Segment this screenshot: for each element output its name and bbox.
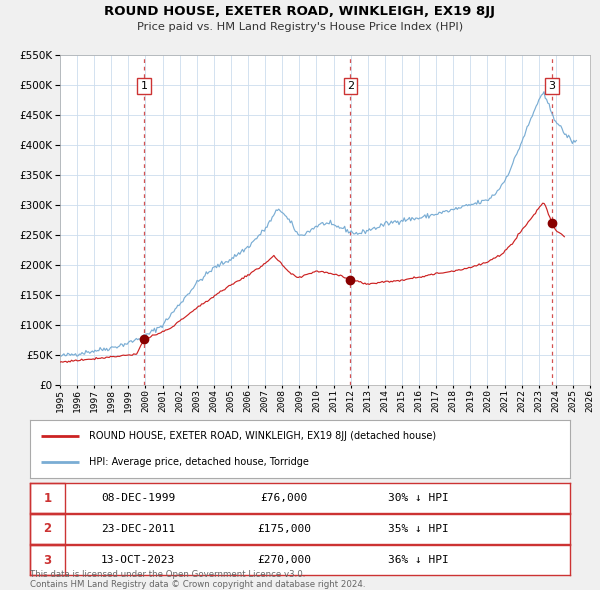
Text: 1: 1: [140, 81, 148, 91]
Text: HPI: Average price, detached house, Torridge: HPI: Average price, detached house, Torr…: [89, 457, 309, 467]
Text: 3: 3: [548, 81, 556, 91]
Text: 2: 2: [43, 523, 52, 536]
Text: 35% ↓ HPI: 35% ↓ HPI: [388, 524, 449, 534]
Text: £76,000: £76,000: [260, 493, 307, 503]
Text: 08-DEC-1999: 08-DEC-1999: [101, 493, 175, 503]
Text: £175,000: £175,000: [257, 524, 311, 534]
Text: £270,000: £270,000: [257, 555, 311, 565]
Bar: [30, 545, 65, 575]
Text: 23-DEC-2011: 23-DEC-2011: [101, 524, 175, 534]
Text: 2: 2: [347, 81, 354, 91]
Text: Price paid vs. HM Land Registry's House Price Index (HPI): Price paid vs. HM Land Registry's House …: [137, 22, 463, 32]
Bar: [30, 514, 65, 544]
Text: 30% ↓ HPI: 30% ↓ HPI: [388, 493, 449, 503]
Text: 3: 3: [43, 553, 52, 566]
Text: 36% ↓ HPI: 36% ↓ HPI: [388, 555, 449, 565]
Text: 13-OCT-2023: 13-OCT-2023: [101, 555, 175, 565]
Text: Contains HM Land Registry data © Crown copyright and database right 2024.: Contains HM Land Registry data © Crown c…: [30, 580, 365, 589]
Bar: [30, 483, 65, 513]
Text: ROUND HOUSE, EXETER ROAD, WINKLEIGH, EX19 8JJ: ROUND HOUSE, EXETER ROAD, WINKLEIGH, EX1…: [104, 5, 496, 18]
Text: 1: 1: [43, 491, 52, 504]
Text: ROUND HOUSE, EXETER ROAD, WINKLEIGH, EX19 8JJ (detached house): ROUND HOUSE, EXETER ROAD, WINKLEIGH, EX1…: [89, 431, 437, 441]
Text: This data is licensed under the Open Government Licence v3.0.: This data is licensed under the Open Gov…: [30, 570, 305, 579]
